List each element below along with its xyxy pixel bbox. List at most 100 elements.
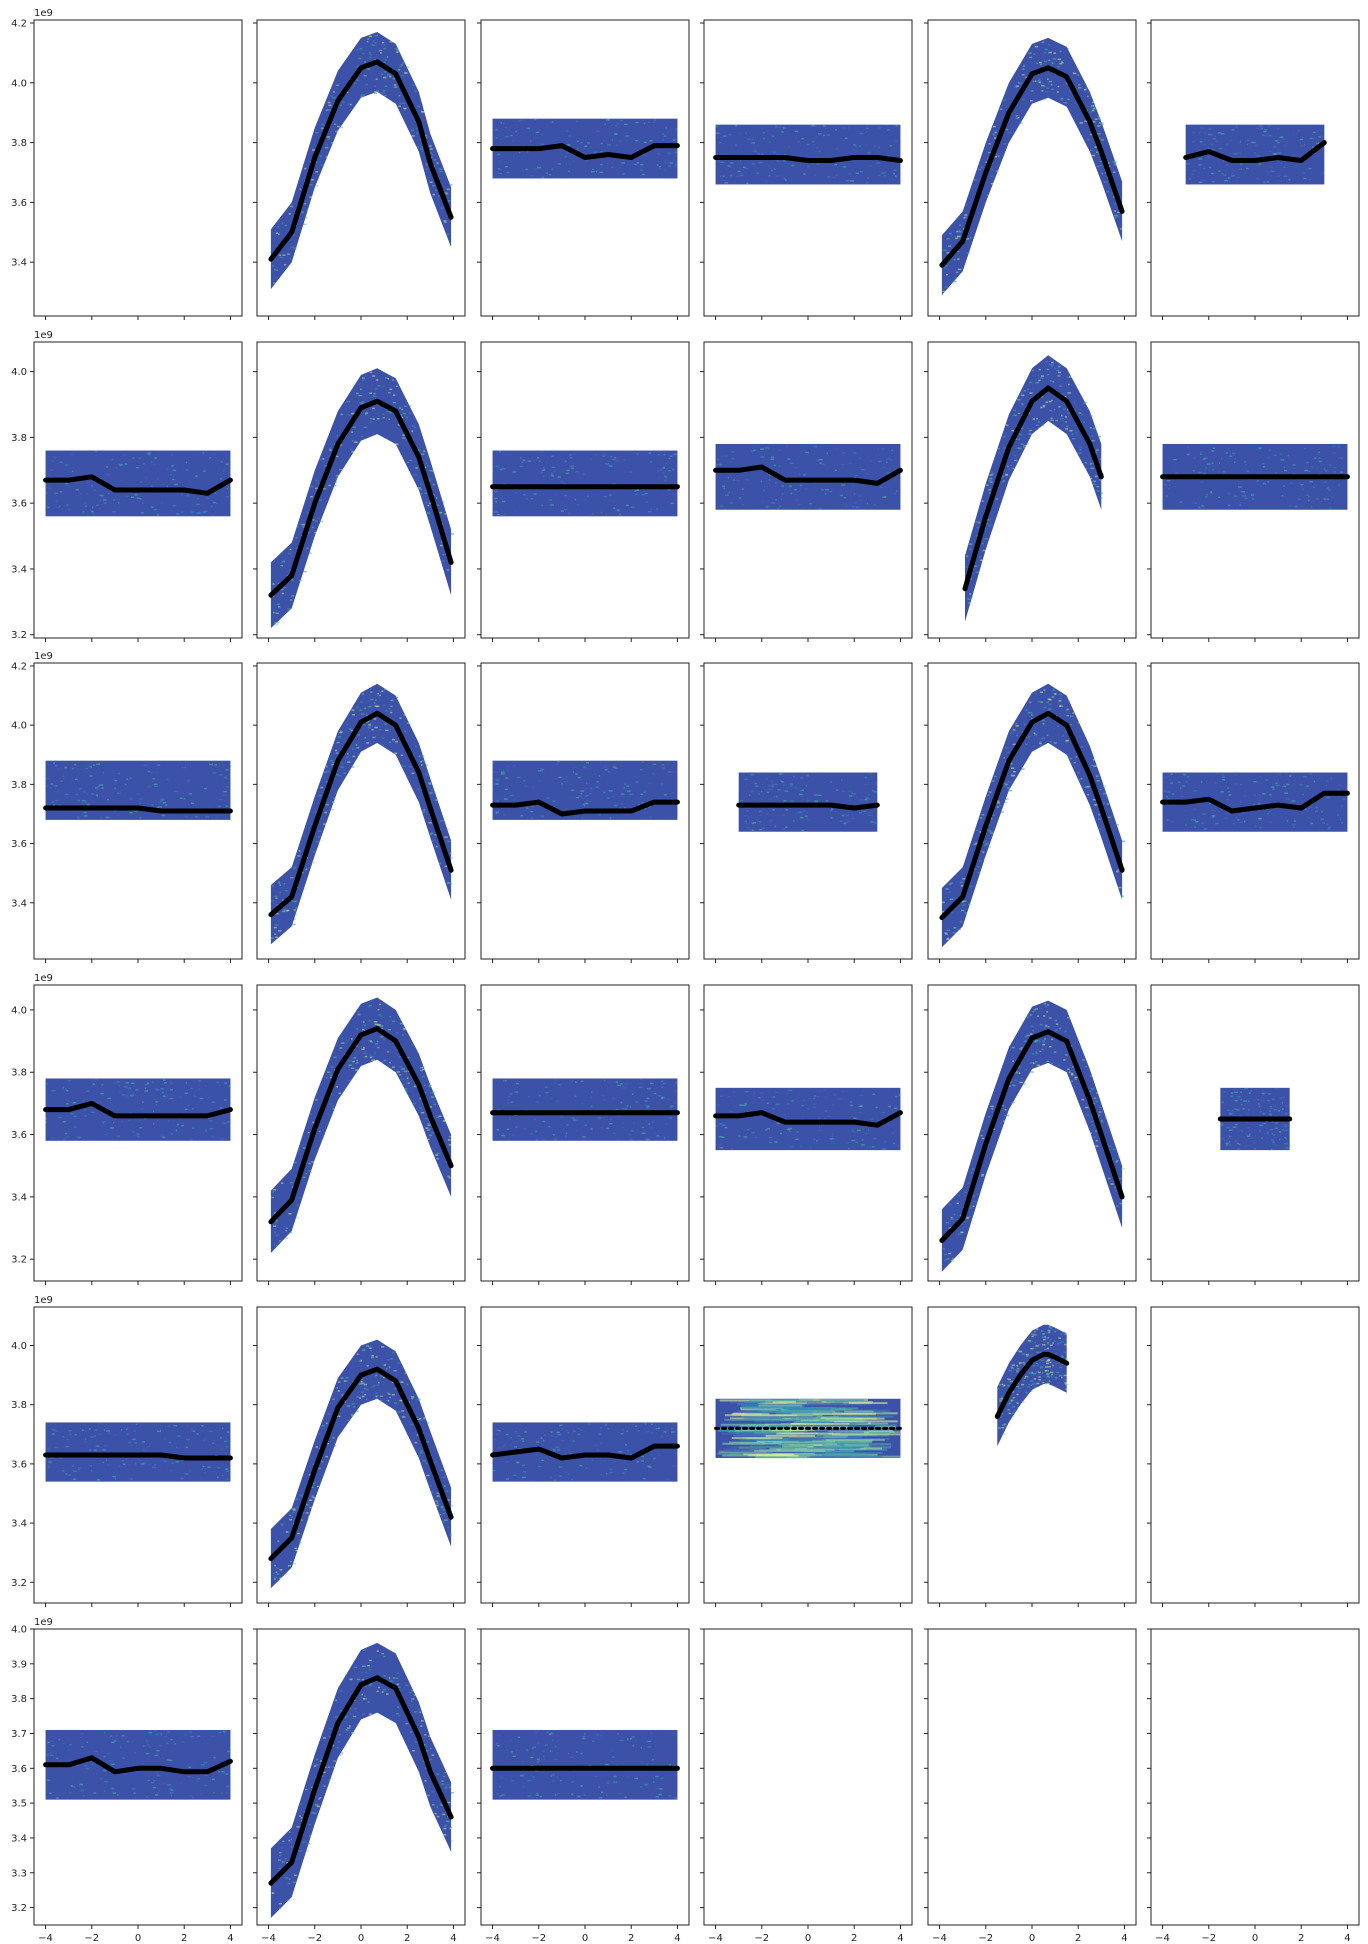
heatmap-texture [1097,490,1100,492]
heatmap-texture [366,1365,369,1367]
ridge-line [1160,790,1350,814]
heatmap-texture [343,1380,347,1382]
heatmap-texture [979,831,982,833]
y-axis-exponent: 1e9 [34,973,53,984]
heatmap-texture [318,830,322,833]
heatmap-texture [277,622,280,624]
heatmap-texture [1027,736,1031,738]
heatmap-texture [557,1448,561,1451]
heatmap-texture [1036,80,1040,83]
heatmap-texture [514,1126,518,1128]
heatmap-texture [1080,746,1084,748]
heatmap-texture [769,1141,772,1144]
heatmap-texture [116,1135,121,1137]
heatmap-texture [574,498,577,501]
heatmap-texture [224,1099,227,1101]
heatmap-texture [1053,52,1056,54]
heatmap-texture [544,1086,548,1088]
heatmap-texture [371,1385,375,1388]
heatmap-texture [423,761,426,763]
heatmap-texture [835,789,839,791]
heatmap-texture [788,1145,791,1148]
heatmap-texture [570,789,575,792]
heatmap-texture [789,1130,791,1133]
heatmap-texture [114,779,118,782]
heatmap-texture [1226,164,1229,166]
heatmap-texture [585,794,589,797]
heatmap-texture [405,1089,408,1092]
heatmap-texture [816,459,820,462]
heatmap-texture [208,456,212,459]
heatmap-texture [310,179,314,181]
heatmap-texture [372,395,375,397]
heatmap-texture [225,463,230,465]
heatmap-texture [1318,451,1320,453]
heatmap-texture [1163,499,1166,501]
heatmap-texture [1195,820,1199,823]
heatmap-texture [1039,63,1042,66]
heatmap-texture [650,508,653,510]
heatmap-texture [649,139,653,142]
heatmap-texture [615,1108,619,1111]
heatmap-texture [426,1129,430,1131]
heatmap-texture [1264,129,1268,131]
heatmap-texture [1202,179,1206,182]
heatmap-texture [1048,364,1052,366]
heatmap-texture [399,407,402,409]
heatmap-texture [1090,111,1093,113]
heatmap-texture [1051,62,1054,64]
heatmap-texture [1064,1031,1066,1033]
heatmap-texture [172,469,177,472]
heatmap-texture [417,449,421,452]
heatmap-texture [400,754,404,757]
heatmap-texture [1165,796,1169,798]
heatmap-texture [425,136,428,139]
heatmap-texture [1020,1046,1024,1049]
heatmap-texture [653,1092,657,1095]
heatmap-texture [1062,102,1066,104]
heatmap-texture [1170,782,1174,784]
heatmap-texture [381,690,384,693]
heatmap-texture [874,822,876,825]
heatmap-texture [416,1050,419,1052]
heatmap-texture [1240,783,1242,786]
heatmap-texture [1227,448,1231,450]
heatmap-texture [559,1424,563,1426]
heatmap-texture [143,462,145,465]
heatmap-texture [1014,414,1018,416]
heatmap-texture [643,141,648,144]
heatmap-texture [371,375,376,377]
heatmap-texture [293,866,297,868]
heatmap-texture [1113,217,1117,219]
heatmap-texture [371,1354,374,1357]
heatmap-texture [301,523,305,526]
heatmap-texture [643,122,646,125]
heatmap-texture [1094,118,1098,120]
ridge-line [490,143,680,160]
heatmap-texture [1100,458,1103,460]
heatmap-texture [299,579,303,582]
heatmap-texture [624,1460,627,1462]
heatmap-texture [351,439,354,442]
heatmap-texture [422,1075,425,1078]
heatmap-texture [662,467,665,469]
heatmap-texture [1049,409,1052,412]
heatmap-texture [1266,171,1270,173]
heatmap-texture [1065,428,1069,430]
heatmap-texture [776,175,779,177]
heatmap-texture [1037,375,1040,377]
heatmap-texture [148,1463,151,1465]
heatmap-texture [1262,793,1266,795]
heatmap-texture [564,155,567,158]
heatmap-texture [311,1495,314,1497]
heatmap-texture [722,175,725,178]
heatmap-texture [1066,408,1069,411]
heatmap-texture [279,891,282,894]
heatmap-texture [1024,1068,1027,1071]
heatmap-texture [192,1430,196,1432]
heatmap-texture [96,794,98,797]
ridge-line [43,1452,233,1461]
heatmap-texture [390,705,393,708]
heatmap-texture [1329,507,1332,509]
heatmap-texture [331,801,336,803]
